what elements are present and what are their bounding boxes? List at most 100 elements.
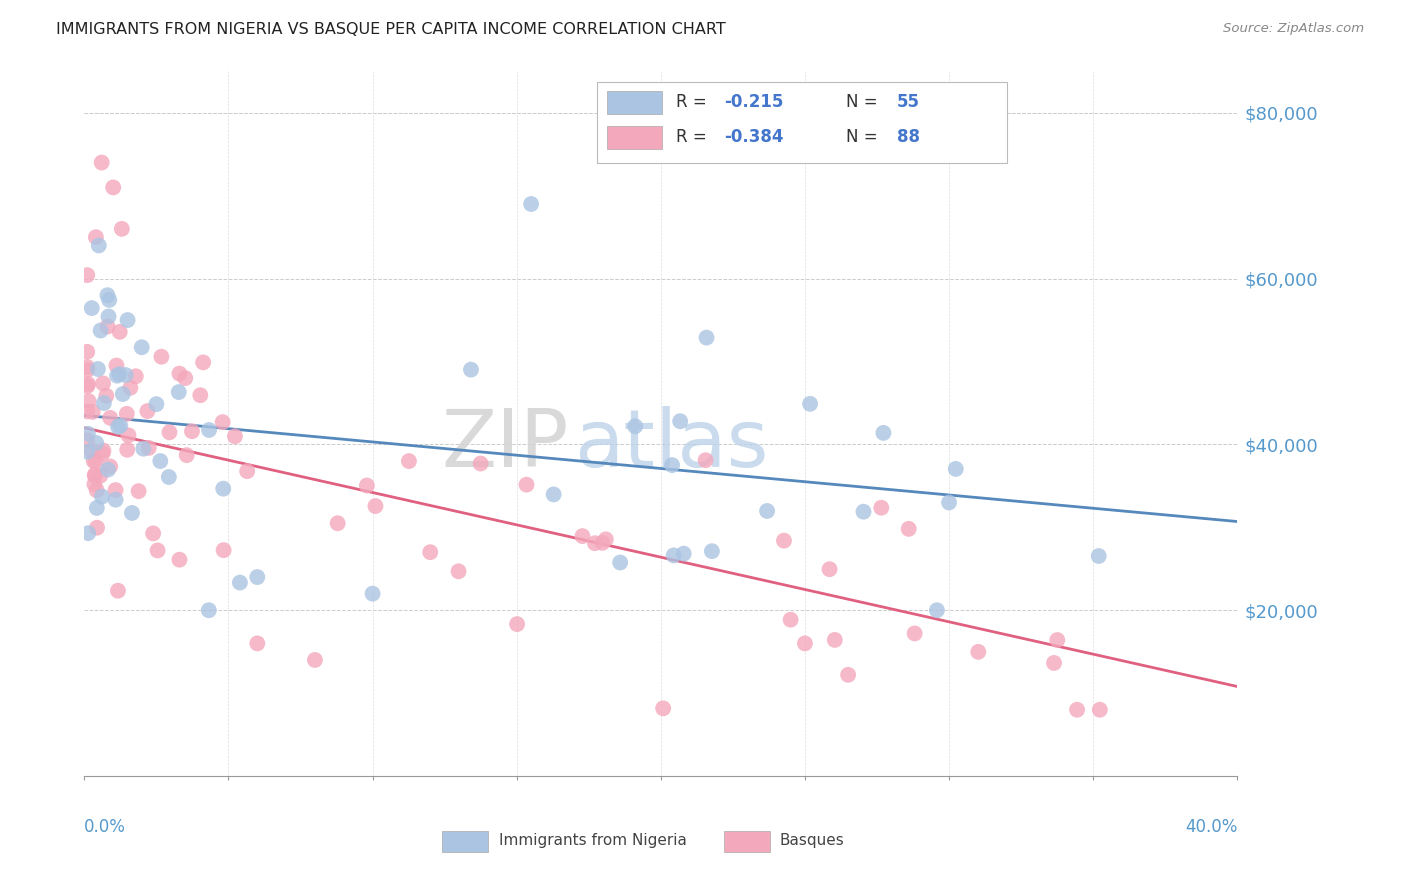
Point — [364, 499, 387, 513]
Point — [852, 505, 875, 519]
Point — [96, 288, 118, 302]
Text: Basques: Basques — [779, 833, 845, 848]
Point — [1088, 703, 1111, 717]
Point — [181, 424, 204, 438]
Point — [624, 419, 647, 434]
Point — [169, 552, 191, 566]
Point — [91, 446, 114, 460]
Text: R =: R = — [676, 128, 711, 146]
Point — [91, 490, 114, 504]
Point — [212, 543, 235, 558]
Point — [1046, 633, 1069, 648]
Point — [188, 388, 211, 402]
Point — [120, 381, 142, 395]
Text: -0.384: -0.384 — [724, 128, 783, 146]
FancyBboxPatch shape — [606, 127, 662, 149]
Point — [115, 442, 138, 457]
Point — [652, 701, 675, 715]
Text: 40.0%: 40.0% — [1185, 818, 1237, 837]
Point — [326, 516, 349, 531]
Text: 88: 88 — [897, 128, 920, 146]
Point — [246, 636, 269, 650]
Point — [150, 350, 173, 364]
Text: Source: ZipAtlas.com: Source: ZipAtlas.com — [1223, 22, 1364, 36]
Point — [86, 521, 108, 535]
Point — [76, 404, 98, 418]
Text: N =: N = — [846, 128, 883, 146]
Point — [211, 415, 233, 429]
Point — [121, 506, 143, 520]
Text: IMMIGRANTS FROM NIGERIA VS BASQUE PER CAPITA INCOME CORRELATION CHART: IMMIGRANTS FROM NIGERIA VS BASQUE PER CA… — [56, 22, 725, 37]
Point — [84, 454, 107, 468]
Point — [191, 355, 214, 369]
Point — [773, 533, 796, 548]
Point — [356, 478, 378, 492]
Point — [110, 418, 132, 433]
Point — [609, 556, 631, 570]
Text: R =: R = — [676, 93, 711, 111]
Point — [157, 470, 180, 484]
Point — [799, 397, 821, 411]
Point — [115, 407, 138, 421]
Point — [86, 483, 108, 498]
Text: -0.215: -0.215 — [724, 93, 783, 111]
Point — [104, 483, 127, 497]
Point — [138, 441, 160, 455]
Point — [136, 404, 159, 418]
Point — [83, 477, 105, 491]
Point — [76, 344, 98, 359]
Text: Immigrants from Nigeria: Immigrants from Nigeria — [499, 833, 688, 848]
Point — [398, 454, 420, 468]
Point — [83, 454, 105, 468]
Point — [904, 626, 927, 640]
Point — [460, 362, 482, 376]
Point — [229, 575, 252, 590]
Point — [212, 482, 235, 496]
Point — [224, 429, 246, 443]
Text: ZIP: ZIP — [441, 406, 568, 483]
Point — [104, 492, 127, 507]
Point — [76, 268, 98, 282]
Point — [520, 197, 543, 211]
Point — [76, 434, 98, 448]
Point — [591, 536, 613, 550]
Point — [304, 653, 326, 667]
Point — [145, 397, 167, 411]
Text: atlas: atlas — [575, 406, 769, 483]
Point — [97, 319, 120, 334]
Point — [87, 238, 110, 252]
Point — [197, 603, 219, 617]
Point — [361, 587, 384, 601]
FancyBboxPatch shape — [441, 831, 488, 852]
Point — [897, 522, 920, 536]
Text: N =: N = — [846, 93, 883, 111]
Point — [98, 410, 121, 425]
Point — [98, 459, 121, 474]
Point — [132, 442, 155, 456]
Point — [794, 636, 817, 650]
Point — [90, 155, 112, 169]
Point — [107, 583, 129, 598]
Point — [824, 632, 846, 647]
Point — [97, 462, 120, 476]
Point — [97, 310, 120, 324]
Point — [93, 443, 115, 458]
Point — [83, 468, 105, 483]
Point — [236, 464, 259, 478]
Point — [107, 419, 129, 434]
Point — [818, 562, 841, 576]
Point — [98, 293, 121, 307]
Point — [174, 371, 197, 385]
Point — [80, 301, 103, 315]
Point — [925, 603, 948, 617]
Point — [198, 423, 221, 437]
Point — [117, 313, 139, 327]
FancyBboxPatch shape — [724, 831, 770, 852]
Point — [149, 454, 172, 468]
Point — [779, 613, 801, 627]
Point — [84, 467, 107, 482]
Point — [595, 533, 617, 547]
Point — [84, 230, 107, 244]
Point — [1043, 656, 1066, 670]
Point — [1087, 549, 1109, 563]
